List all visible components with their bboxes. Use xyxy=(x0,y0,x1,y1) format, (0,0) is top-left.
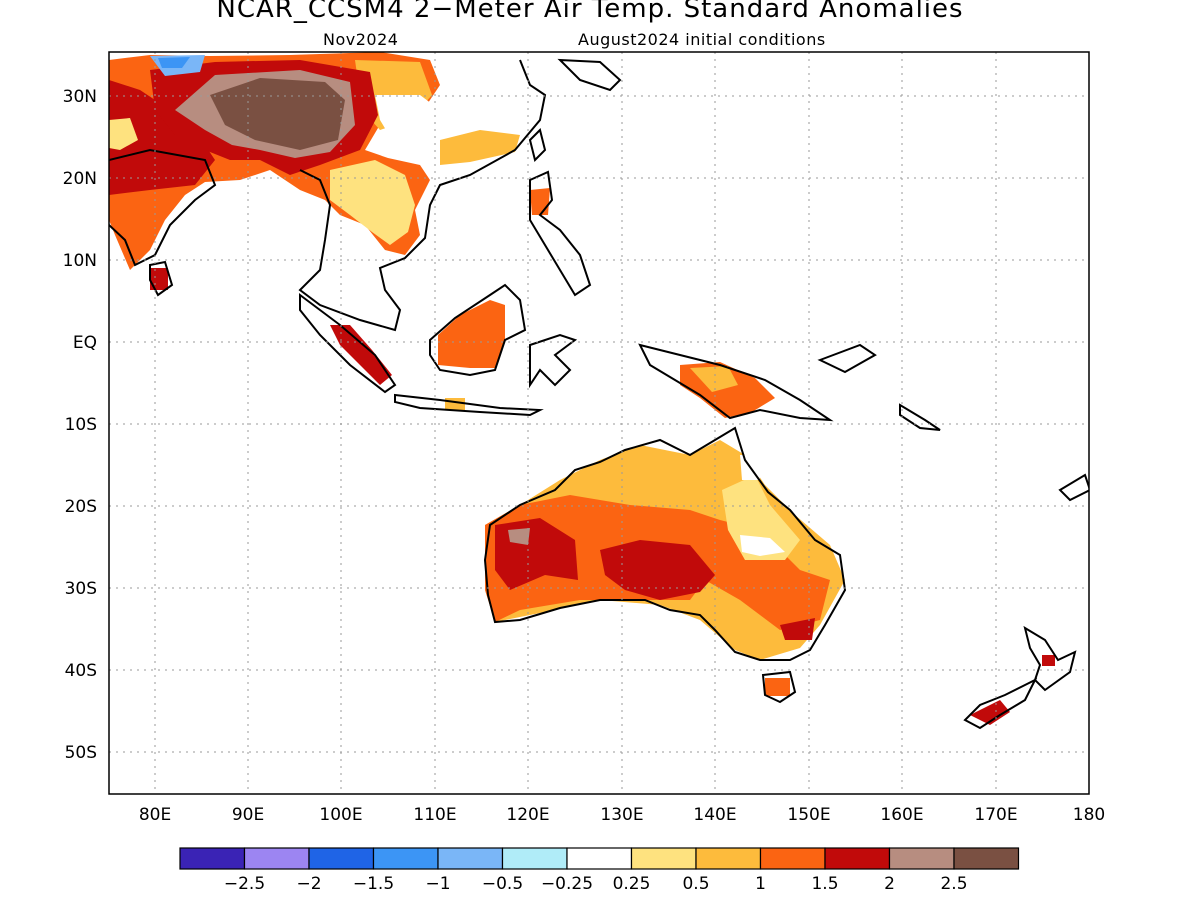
colorbar-swatch xyxy=(953,847,1020,870)
kamchatka-fragment xyxy=(1058,473,1089,502)
asia-coastline xyxy=(109,148,217,267)
lon-tick-label: 160E xyxy=(880,805,923,825)
lat-tick-label: 50S xyxy=(65,743,97,763)
lon-tick-label: 80E xyxy=(139,805,171,825)
philippines-warm xyxy=(530,188,550,215)
java-warm xyxy=(445,398,465,410)
tasmania-coast xyxy=(761,670,797,704)
nz-south-coast xyxy=(963,677,1038,730)
colorbar-label: 2 xyxy=(884,874,895,894)
new-britain-coast xyxy=(817,343,877,374)
australia-warm-strong-central xyxy=(600,540,715,600)
lon-tick-label: 140E xyxy=(693,805,736,825)
initial-conditions: August2024 initial conditions xyxy=(578,30,826,49)
australia-coast xyxy=(483,426,847,661)
colorbar: −2.5 −2 −1.5 −1 −0.5 −0.25 0.25 0.5 1 1.… xyxy=(179,847,1020,894)
colorbar-swatch xyxy=(501,847,568,870)
lon-tick-label: 120E xyxy=(506,805,549,825)
australia-warm-max xyxy=(508,528,530,545)
sumatra-coast xyxy=(299,293,397,394)
philippines-coast xyxy=(529,170,592,297)
map-frame xyxy=(108,51,1090,795)
nw-cool-core xyxy=(158,57,190,68)
colorbar-swatch xyxy=(372,847,439,870)
colorbar-label: −1 xyxy=(425,874,450,894)
lon-axis: 80E 90E 100E 110E 120E 130E 140E 150E 16… xyxy=(139,805,1105,825)
asia-warm-light xyxy=(330,160,415,245)
colorbar-label: −2 xyxy=(296,874,321,894)
anomaly-field xyxy=(109,52,1055,725)
east-china-warm xyxy=(440,130,520,165)
colorbar-label: 0.5 xyxy=(682,874,709,894)
lon-tick-label: 130E xyxy=(600,805,643,825)
lat-tick-label: 30N xyxy=(63,87,97,107)
colorbar-swatch xyxy=(888,847,955,870)
forecast-month: Nov2024 xyxy=(323,30,399,49)
nz-south-warm xyxy=(970,700,1010,725)
lat-tick-label: 10S xyxy=(65,415,97,435)
lat-tick-label: 30S xyxy=(65,579,97,599)
png-warm-light xyxy=(690,366,738,392)
gridlines xyxy=(109,52,1089,794)
nz-north-coast xyxy=(1023,625,1077,692)
colorbar-label: 0.25 xyxy=(613,874,651,894)
colorbar-swatch xyxy=(308,847,375,870)
indochina-coast xyxy=(298,59,547,332)
lat-tick-label: 20N xyxy=(63,169,97,189)
colorbar-swatch xyxy=(759,847,826,870)
lat-tick-label: 10N xyxy=(63,251,97,271)
colorbar-label: −1.5 xyxy=(353,874,394,894)
lon-tick-label: 170E xyxy=(974,805,1017,825)
colorbar-swatch xyxy=(630,847,697,870)
nz-north-warm xyxy=(1042,655,1055,666)
india-warm-strong xyxy=(109,80,215,195)
lon-tick-label: 180 xyxy=(1073,805,1105,825)
colorbar-label: −0.25 xyxy=(541,874,593,894)
colorbar-swatch xyxy=(695,847,762,870)
lat-axis: 30N 20N 10N EQ 10S 20S 30S 40S 50S xyxy=(63,87,97,763)
colorbar-label: −0.5 xyxy=(482,874,523,894)
lon-tick-label: 100E xyxy=(319,805,362,825)
java-coast xyxy=(394,393,544,417)
chart-title: NCAR_CCSM4 2−Meter Air Temp. Standard An… xyxy=(216,0,964,24)
colorbar-swatch xyxy=(437,847,504,870)
tasmania-warm xyxy=(765,678,790,696)
colorbar-label: 2.5 xyxy=(940,874,967,894)
se-australia-strong xyxy=(780,618,815,640)
taiwan-coast xyxy=(528,128,547,162)
lon-tick-label: 90E xyxy=(232,805,264,825)
japan-fragment xyxy=(557,58,622,92)
colorbar-swatch xyxy=(243,847,310,870)
coastlines xyxy=(109,58,1089,730)
queensland-white xyxy=(740,535,785,556)
lat-tick-label: 20S xyxy=(65,497,97,517)
solomons-coast xyxy=(899,403,941,431)
sumatra-warm xyxy=(330,325,392,385)
colorbar-label: 1.5 xyxy=(811,874,838,894)
lon-tick-label: 150E xyxy=(787,805,830,825)
sri-lanka-coast xyxy=(149,260,174,297)
lat-tick-label: EQ xyxy=(73,333,97,353)
lon-tick-label: 110E xyxy=(413,805,456,825)
india-neutral xyxy=(109,118,138,150)
borneo-warm xyxy=(438,300,505,368)
colorbar-swatch xyxy=(824,847,891,870)
png-coast xyxy=(638,343,834,422)
lat-tick-label: 40S xyxy=(65,661,97,681)
sulawesi-coast xyxy=(529,333,578,389)
colorbar-swatch xyxy=(566,847,633,870)
borneo-coast xyxy=(429,283,527,377)
colorbar-label: 1 xyxy=(755,874,766,894)
colorbar-swatch xyxy=(179,847,246,870)
colorbar-label: −2.5 xyxy=(224,874,265,894)
